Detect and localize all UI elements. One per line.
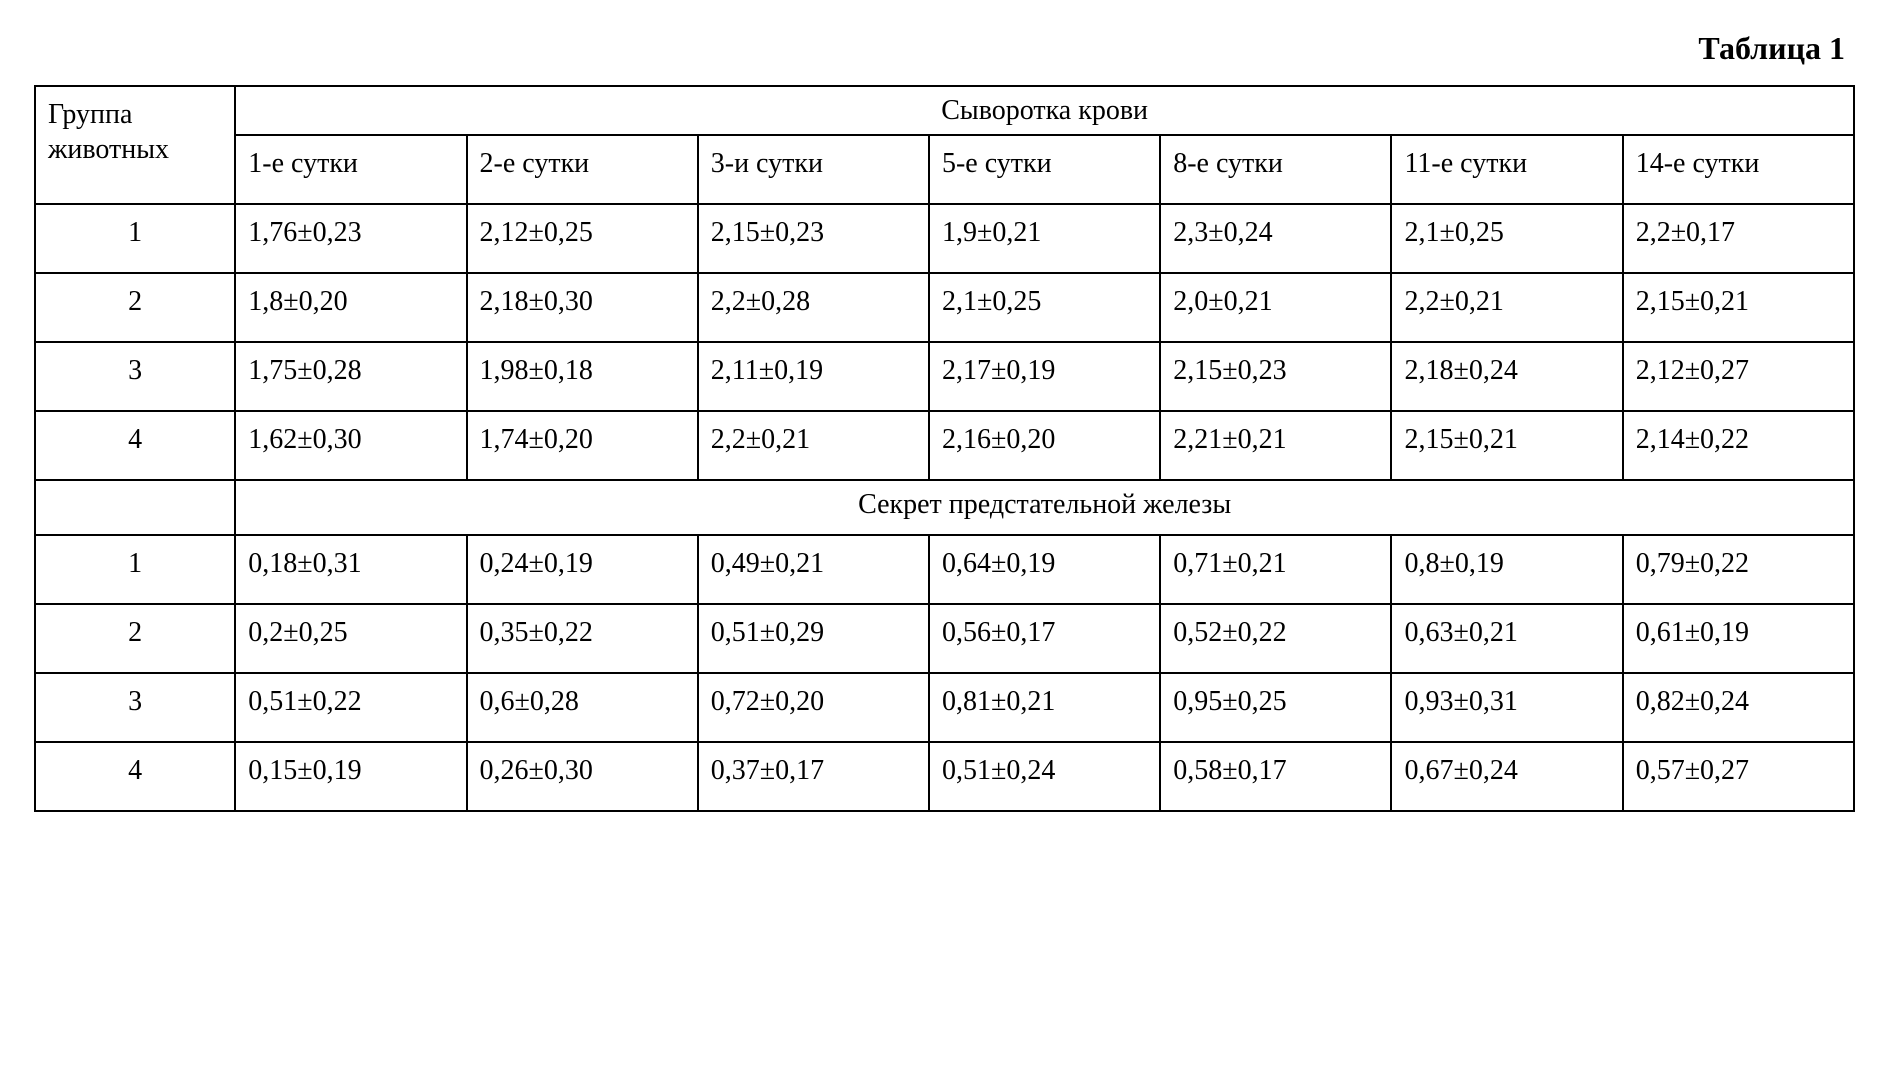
value-cell: 2,21±0,21 <box>1160 411 1391 480</box>
value-cell: 0,71±0,21 <box>1160 535 1391 604</box>
value-cell: 0,64±0,19 <box>929 535 1160 604</box>
group-cell: 4 <box>35 411 235 480</box>
value-cell: 0,56±0,17 <box>929 604 1160 673</box>
value-cell: 0,26±0,30 <box>467 742 698 811</box>
value-cell: 0,6±0,28 <box>467 673 698 742</box>
header-day-11: 11-е сутки <box>1391 135 1622 204</box>
table-row: 1 0,18±0,31 0,24±0,19 0,49±0,21 0,64±0,1… <box>35 535 1854 604</box>
table-title: Таблица 1 <box>34 30 1845 67</box>
header-row-1: Группа животных Сыворотка крови <box>35 86 1854 135</box>
group-cell: 3 <box>35 673 235 742</box>
value-cell: 2,15±0,21 <box>1391 411 1622 480</box>
value-cell: 2,17±0,19 <box>929 342 1160 411</box>
value-cell: 0,37±0,17 <box>698 742 929 811</box>
header-day-5: 5-е сутки <box>929 135 1160 204</box>
header-row-2: 1-е сутки 2-е сутки 3-и сутки 5-е сутки … <box>35 135 1854 204</box>
value-cell: 0,93±0,31 <box>1391 673 1622 742</box>
value-cell: 2,12±0,27 <box>1623 342 1854 411</box>
value-cell: 0,49±0,21 <box>698 535 929 604</box>
value-cell: 2,15±0,21 <box>1623 273 1854 342</box>
table-row: 4 0,15±0,19 0,26±0,30 0,37±0,17 0,51±0,2… <box>35 742 1854 811</box>
value-cell: 2,11±0,19 <box>698 342 929 411</box>
value-cell: 0,72±0,20 <box>698 673 929 742</box>
value-cell: 1,9±0,21 <box>929 204 1160 273</box>
value-cell: 0,67±0,24 <box>1391 742 1622 811</box>
value-cell: 2,2±0,28 <box>698 273 929 342</box>
value-cell: 2,16±0,20 <box>929 411 1160 480</box>
value-cell: 0,24±0,19 <box>467 535 698 604</box>
value-cell: 0,61±0,19 <box>1623 604 1854 673</box>
header-day-8: 8-е сутки <box>1160 135 1391 204</box>
value-cell: 2,14±0,22 <box>1623 411 1854 480</box>
value-cell: 0,63±0,21 <box>1391 604 1622 673</box>
value-cell: 0,57±0,27 <box>1623 742 1854 811</box>
value-cell: 0,51±0,24 <box>929 742 1160 811</box>
value-cell: 1,74±0,20 <box>467 411 698 480</box>
value-cell: 2,0±0,21 <box>1160 273 1391 342</box>
value-cell: 0,51±0,29 <box>698 604 929 673</box>
value-cell: 0,51±0,22 <box>235 673 466 742</box>
header-day-1: 1-е сутки <box>235 135 466 204</box>
value-cell: 0,58±0,17 <box>1160 742 1391 811</box>
value-cell: 0,15±0,19 <box>235 742 466 811</box>
value-cell: 2,15±0,23 <box>698 204 929 273</box>
table-row: 3 0,51±0,22 0,6±0,28 0,72±0,20 0,81±0,21… <box>35 673 1854 742</box>
value-cell: 2,1±0,25 <box>1391 204 1622 273</box>
value-cell: 0,95±0,25 <box>1160 673 1391 742</box>
table-row: 2 1,8±0,20 2,18±0,30 2,2±0,28 2,1±0,25 2… <box>35 273 1854 342</box>
header-section2: Секрет предстательной железы <box>235 480 1854 535</box>
value-cell: 1,62±0,30 <box>235 411 466 480</box>
value-cell: 2,18±0,30 <box>467 273 698 342</box>
table-row: 1 1,76±0,23 2,12±0,25 2,15±0,23 1,9±0,21… <box>35 204 1854 273</box>
value-cell: 1,75±0,28 <box>235 342 466 411</box>
value-cell: 0,81±0,21 <box>929 673 1160 742</box>
table-row: 4 1,62±0,30 1,74±0,20 2,2±0,21 2,16±0,20… <box>35 411 1854 480</box>
header-day-14: 14-е сутки <box>1623 135 1854 204</box>
data-table: Группа животных Сыворотка крови 1-е сутк… <box>34 85 1855 812</box>
group-cell: 4 <box>35 742 235 811</box>
value-cell: 0,35±0,22 <box>467 604 698 673</box>
group-cell: 3 <box>35 342 235 411</box>
value-cell: 2,2±0,21 <box>698 411 929 480</box>
section2-header-row: Секрет предстательной железы <box>35 480 1854 535</box>
value-cell: 1,98±0,18 <box>467 342 698 411</box>
value-cell: 2,2±0,21 <box>1391 273 1622 342</box>
table-row: 3 1,75±0,28 1,98±0,18 2,11±0,19 2,17±0,1… <box>35 342 1854 411</box>
group-cell: 1 <box>35 535 235 604</box>
value-cell: 0,52±0,22 <box>1160 604 1391 673</box>
header-day-3: 3-и сутки <box>698 135 929 204</box>
value-cell: 1,8±0,20 <box>235 273 466 342</box>
value-cell: 1,76±0,23 <box>235 204 466 273</box>
group-cell: 2 <box>35 604 235 673</box>
value-cell: 0,2±0,25 <box>235 604 466 673</box>
value-cell: 2,15±0,23 <box>1160 342 1391 411</box>
value-cell: 2,3±0,24 <box>1160 204 1391 273</box>
header-day-2: 2-е сутки <box>467 135 698 204</box>
header-section1: Сыворотка крови <box>235 86 1854 135</box>
value-cell: 0,8±0,19 <box>1391 535 1622 604</box>
value-cell: 2,18±0,24 <box>1391 342 1622 411</box>
value-cell: 2,2±0,17 <box>1623 204 1854 273</box>
group-cell: 2 <box>35 273 235 342</box>
group-cell: 1 <box>35 204 235 273</box>
value-cell: 0,82±0,24 <box>1623 673 1854 742</box>
value-cell: 0,18±0,31 <box>235 535 466 604</box>
value-cell: 2,1±0,25 <box>929 273 1160 342</box>
empty-cell <box>35 480 235 535</box>
value-cell: 0,79±0,22 <box>1623 535 1854 604</box>
header-group: Группа животных <box>35 86 235 204</box>
value-cell: 2,12±0,25 <box>467 204 698 273</box>
table-row: 2 0,2±0,25 0,35±0,22 0,51±0,29 0,56±0,17… <box>35 604 1854 673</box>
